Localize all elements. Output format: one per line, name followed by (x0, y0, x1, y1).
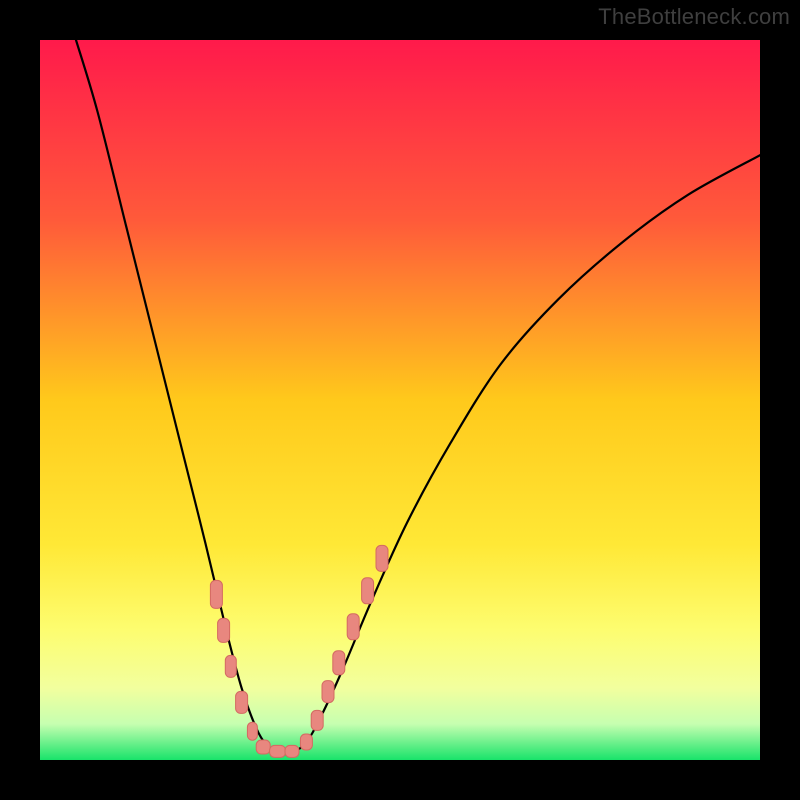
watermark-text: TheBottleneck.com (598, 4, 790, 30)
marker-point (236, 691, 248, 713)
marker-point (311, 710, 323, 730)
marker-point (270, 745, 286, 757)
marker-point (256, 740, 270, 754)
marker-point (300, 734, 312, 750)
marker-point (225, 655, 236, 677)
marker-point (210, 580, 222, 608)
marker-point (285, 745, 299, 757)
marker-point (218, 618, 230, 642)
plot-background-gradient (40, 40, 760, 760)
marker-point (347, 614, 359, 640)
marker-point (376, 545, 388, 571)
marker-point (322, 681, 334, 703)
bottleneck-chart-svg (0, 0, 800, 800)
marker-point (362, 578, 374, 604)
marker-point (247, 722, 257, 740)
chart-container: TheBottleneck.com (0, 0, 800, 800)
marker-point (333, 651, 345, 675)
